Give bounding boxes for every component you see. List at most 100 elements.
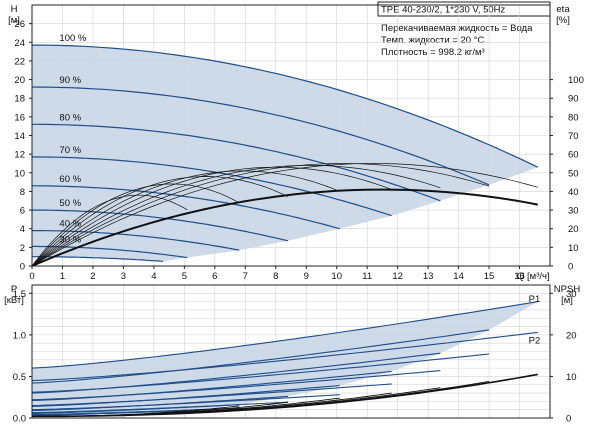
y-tick-label: 18 <box>14 94 25 105</box>
y-tick-label: 6 <box>20 206 25 217</box>
head-curve <box>32 123 441 202</box>
head-plot: 100 %90 %80 %70 %60 %50 %40 %30 % <box>31 4 551 267</box>
y2-tick-label: 60 <box>568 150 579 161</box>
x-tick-label: 13 <box>423 271 434 282</box>
head-curve <box>32 209 289 242</box>
x-tick-label: 3 <box>121 271 126 282</box>
power-p2-curve <box>31 394 340 411</box>
head-curve-label: 80 % <box>59 112 81 123</box>
npsh-axis-unit: [м] <box>561 295 573 306</box>
y-tick-label: 24 <box>14 38 25 49</box>
y-tick-label: 26 <box>14 19 25 30</box>
power-p2-curve <box>31 401 289 414</box>
y2-tick-label: 80 <box>568 112 579 123</box>
y-tick-label: 22 <box>14 56 25 67</box>
y-tick-label: 20 <box>14 75 25 86</box>
efficiency-curve-max <box>31 188 538 267</box>
y-tick-label: 12 <box>14 150 25 161</box>
y-tick-label: 4 <box>20 224 25 235</box>
x-tick-label: 0 <box>29 271 34 282</box>
power-plot: P1 P2 <box>31 284 551 419</box>
efficiency-curve <box>31 166 392 267</box>
axis-labels: 0246810121416182022242601020304050607080… <box>4 4 584 425</box>
power-p2-curve <box>31 353 490 393</box>
y2-tick-label: 20 <box>568 224 579 235</box>
npsh-tick-label: 10 <box>566 372 577 383</box>
model-header: TPE 40-230/2, 1*230 V, 50Hz <box>381 5 506 16</box>
p-tick-label: 1.0 <box>13 330 26 341</box>
efficiency-curve <box>31 176 289 267</box>
x-tick-label: 10 <box>331 271 342 282</box>
power-p1-curve <box>31 329 490 384</box>
x-tick-label: 4 <box>151 271 156 282</box>
head-curve-label: 60 % <box>59 174 81 185</box>
x-tick-label: 16 <box>514 271 525 282</box>
info-fluid: Перекачиваемая жидкость = Вода <box>381 23 533 34</box>
power-p2-curve <box>31 383 392 407</box>
y2-tick-label: 50 <box>568 168 579 179</box>
info-density: Плотность = 998.2 кг/м³ <box>381 47 485 58</box>
x-tick-label: 2 <box>90 271 95 282</box>
head-curve-label: 50 % <box>59 198 81 209</box>
head-curve <box>32 245 188 259</box>
x-tick-label: 7 <box>243 271 248 282</box>
y2-tick-label: 0 <box>568 262 573 273</box>
head-curve-label: 100 % <box>59 33 86 44</box>
info-temp: Темп. жидкости = 20 °C <box>381 35 484 46</box>
y2-tick-label: 70 <box>568 131 579 142</box>
p2-label: P2 <box>529 335 541 346</box>
power-p1-curve <box>31 301 538 369</box>
y-tick-label: 10 <box>14 168 25 179</box>
x-tick-label: 11 <box>362 271 372 282</box>
head-curve <box>31 86 490 186</box>
y-tick-label: 14 <box>14 131 25 142</box>
x-tick-label: 1 <box>60 271 65 282</box>
x-tick-label: 9 <box>304 271 309 282</box>
head-curve <box>31 156 392 217</box>
y-axis-title: H <box>11 4 18 15</box>
npsh-tick-label: 30 <box>566 289 577 300</box>
power-area <box>32 301 538 416</box>
p-tick-label: 0.0 <box>13 414 26 425</box>
y-tick-label: 8 <box>20 187 25 198</box>
p1-label: P1 <box>529 294 541 305</box>
efficiency-curve <box>31 163 538 267</box>
power-p2-curve <box>31 331 538 382</box>
x-tick-label: 5 <box>182 271 187 282</box>
x-tick-label: 12 <box>392 271 403 282</box>
y2-tick-label: 40 <box>568 187 579 198</box>
power-p2-curve <box>31 370 441 401</box>
head-curve <box>32 185 340 230</box>
y-tick-label: 2 <box>20 243 25 254</box>
p-axis-unit: [кВт] <box>4 295 24 306</box>
x-tick-label: 6 <box>212 271 217 282</box>
efficiency-curve <box>31 164 441 267</box>
head-curve-label: 70 % <box>59 145 81 156</box>
y2-tick-label: 90 <box>568 94 579 105</box>
power-plot-frame <box>31 284 551 419</box>
p-tick-label: 0.5 <box>13 372 26 383</box>
y2-tick-label: 100 <box>568 75 584 86</box>
head-curve <box>32 44 539 168</box>
y2-tick-label: 10 <box>568 243 579 254</box>
npsh-tick-label: 0 <box>566 414 571 425</box>
efficiency-curve <box>31 194 188 267</box>
efficiency-curve <box>31 183 240 267</box>
y2-tick-label: 30 <box>568 206 579 217</box>
y2-axis-unit: [%] <box>556 15 570 26</box>
x-tick-label: 8 <box>273 271 278 282</box>
y-tick-label: 16 <box>14 112 25 123</box>
y2-axis-title: eta <box>556 4 570 15</box>
power-p1-curve <box>32 409 188 417</box>
x-tick-label: 15 <box>484 271 495 282</box>
y-tick-label: 0 <box>20 262 25 273</box>
x-tick-label: 14 <box>453 271 464 282</box>
efficiency-curve <box>31 163 490 267</box>
p-axis-title: P <box>11 284 17 295</box>
p-tick-label: 1.5 <box>13 289 26 300</box>
npsh-curve <box>32 405 240 417</box>
x-axis-label: Q [м³/ч] <box>517 271 550 282</box>
npsh-axis-title: NPSH <box>554 284 581 295</box>
